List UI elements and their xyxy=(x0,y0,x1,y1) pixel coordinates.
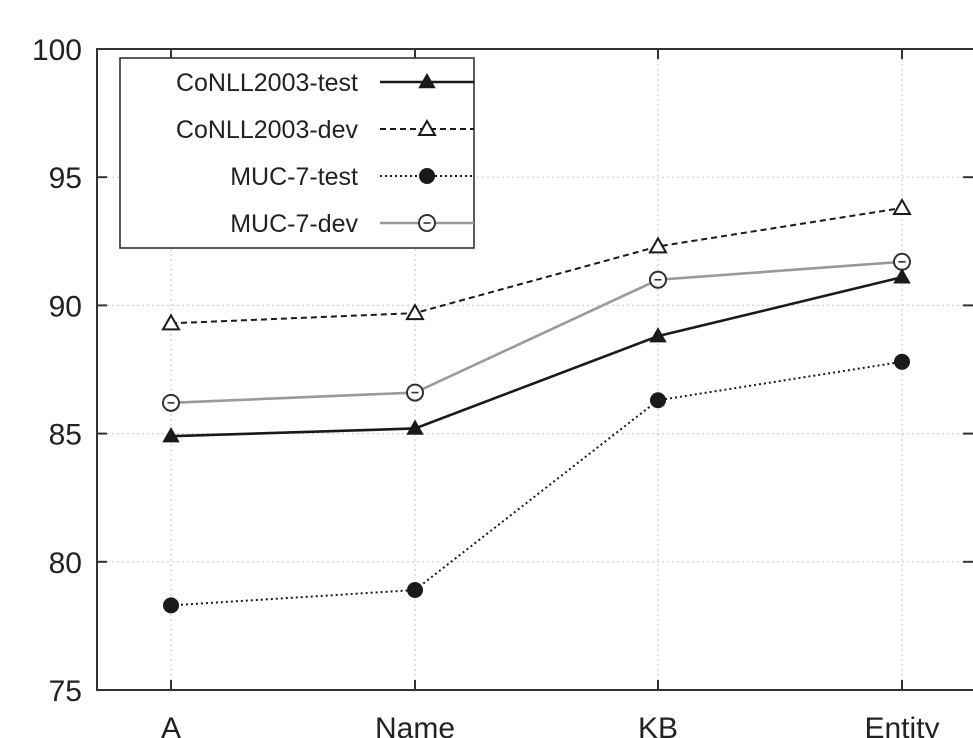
y-tick-label: 90 xyxy=(49,290,82,323)
series-line xyxy=(170,275,903,438)
y-tick-label: 80 xyxy=(49,547,82,580)
legend-entry: CoNLL2003-dev xyxy=(176,116,474,144)
legend: CoNLL2003-test CoNLL2003-dev MUC-7-test MUC… xyxy=(119,57,475,249)
series-line xyxy=(170,206,903,325)
data-point xyxy=(650,392,666,409)
data-point xyxy=(405,303,425,321)
legend-label: MUC-7-test xyxy=(230,163,358,191)
data-point xyxy=(407,582,423,599)
data-point xyxy=(894,353,910,370)
data-point xyxy=(893,268,911,284)
series-line xyxy=(170,260,903,405)
series-conll2003-test xyxy=(162,268,911,443)
y-tick-label: 75 xyxy=(49,675,82,708)
y-tick-label: 85 xyxy=(49,419,82,452)
x-tick-label: Entity xyxy=(864,712,939,738)
y-tick-label: 95 xyxy=(49,162,82,195)
x-tick-label: A xyxy=(161,712,181,738)
x-tick-label: Name xyxy=(375,712,455,738)
legend-entry: MUC-7-dev xyxy=(230,210,474,238)
plot-area-frame xyxy=(96,48,973,691)
series-muc-7-dev xyxy=(162,252,911,412)
axes: 75 80 85 90 95 100 A Name KB Entity xyxy=(32,34,973,738)
legend-marker xyxy=(418,72,436,89)
data-point xyxy=(649,327,667,343)
data-point xyxy=(163,597,179,614)
legend-label: CoNLL2003-dev xyxy=(176,116,359,144)
legend-marker xyxy=(417,118,437,136)
series-muc-7-test xyxy=(163,353,910,614)
series-layer xyxy=(161,197,912,614)
series-line xyxy=(170,360,903,607)
data-point xyxy=(648,236,668,254)
legend-entry: CoNLL2003-test xyxy=(176,69,474,97)
data-point xyxy=(892,197,912,215)
data-point xyxy=(406,419,424,435)
data-point xyxy=(162,427,180,443)
legend-entry: MUC-7-test xyxy=(230,163,474,191)
y-tick-label: 100 xyxy=(32,34,82,67)
legend-box xyxy=(119,57,475,249)
legend-marker xyxy=(419,168,435,184)
x-tick-label: KB xyxy=(638,712,678,738)
legend-label: MUC-7-dev xyxy=(230,210,358,238)
series-conll2003-dev xyxy=(161,197,912,331)
legend-label: CoNLL2003-test xyxy=(176,69,358,97)
data-point xyxy=(161,313,181,331)
